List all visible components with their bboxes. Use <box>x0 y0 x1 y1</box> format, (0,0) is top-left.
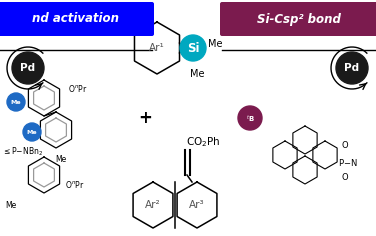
Text: Si: Si <box>187 42 199 55</box>
Text: nd activation: nd activation <box>32 13 120 25</box>
Text: P$-$N: P$-$N <box>338 156 358 168</box>
Text: Me: Me <box>27 130 37 135</box>
Text: Ar¹: Ar¹ <box>149 43 165 53</box>
Text: O$^n$Pr: O$^n$Pr <box>68 83 88 93</box>
Text: Pd: Pd <box>20 63 36 73</box>
Text: O$^n$Pr: O$^n$Pr <box>65 180 85 190</box>
Text: Si-Csp² bond: Si-Csp² bond <box>257 13 341 25</box>
Text: Me: Me <box>55 156 66 164</box>
FancyBboxPatch shape <box>220 2 376 36</box>
Text: Ar²: Ar² <box>145 200 161 210</box>
FancyBboxPatch shape <box>0 2 154 36</box>
Circle shape <box>12 52 44 84</box>
Text: Ar³: Ar³ <box>189 200 205 210</box>
Text: $^t$B: $^t$B <box>246 113 255 123</box>
Text: $\leq$P$-$NBn$_2$: $\leq$P$-$NBn$_2$ <box>2 146 43 158</box>
Text: CO$_2$Ph: CO$_2$Ph <box>186 135 220 149</box>
Circle shape <box>180 35 206 61</box>
Text: Me: Me <box>190 69 204 79</box>
Text: O: O <box>342 173 348 182</box>
Text: Me: Me <box>5 201 16 210</box>
Circle shape <box>238 106 262 130</box>
Text: Me: Me <box>11 100 21 105</box>
Circle shape <box>23 123 41 141</box>
Circle shape <box>336 52 368 84</box>
Circle shape <box>7 93 25 111</box>
Text: +: + <box>138 109 152 127</box>
Text: O: O <box>342 140 348 149</box>
Text: Pd: Pd <box>344 63 359 73</box>
Text: Me: Me <box>208 39 223 49</box>
